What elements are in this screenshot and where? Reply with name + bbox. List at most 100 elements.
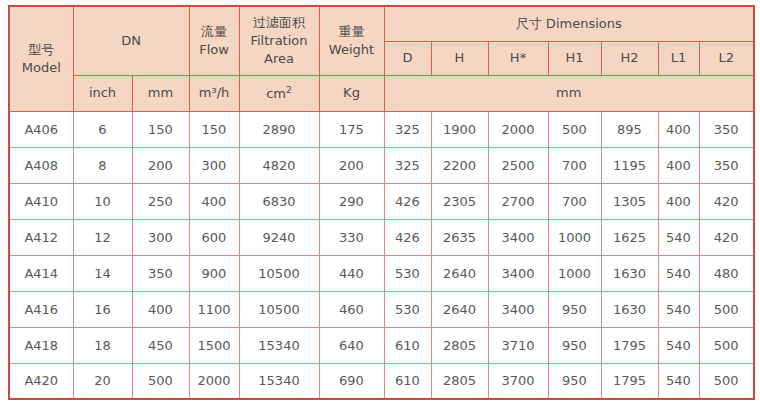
header-weight: 重量 Weight [319, 6, 384, 75]
cell-area: 9240 [239, 219, 319, 255]
header-dim-hstar: H* [488, 41, 548, 75]
cell-dim-hstar: 3700 [488, 363, 548, 399]
cell-dn-mm: 300 [132, 219, 189, 255]
table-row: A418 18 450 1500 15340 640 610 2805 3710… [9, 327, 754, 363]
cell-area: 6830 [239, 183, 319, 219]
table-row: A416 16 400 1100 10500 460 530 2640 3400… [9, 291, 754, 327]
cell-dim-d: 426 [384, 183, 431, 219]
cell-dn-inch: 20 [73, 363, 132, 399]
cell-dim-h2: 1625 [601, 219, 658, 255]
cell-dn-inch: 18 [73, 327, 132, 363]
header-dn: DN [73, 6, 189, 75]
header-dim-h: H [431, 41, 488, 75]
unit-mm: mm [132, 75, 189, 111]
cell-dim-l1: 400 [658, 147, 699, 183]
cell-dim-h1: 500 [548, 111, 601, 147]
filter-spec-table: 型号 Model DN 流量 Flow 过滤面积 Filtration Area… [8, 5, 755, 400]
table-row: A414 14 350 900 10500 440 530 2640 3400 … [9, 255, 754, 291]
header-filtration-area: 过滤面积 Filtration Area [239, 6, 319, 75]
header-row-units: inch mm m³/h cm2 Kg mm [9, 75, 754, 111]
cell-area: 4820 [239, 147, 319, 183]
table-row: A410 10 250 400 6830 290 426 2305 2700 7… [9, 183, 754, 219]
table-body: A406 6 150 150 2890 175 325 1900 2000 50… [9, 111, 754, 399]
cell-flow: 2000 [189, 363, 239, 399]
cell-dim-h1: 700 [548, 183, 601, 219]
cell-area: 2890 [239, 111, 319, 147]
cell-dn-mm: 350 [132, 255, 189, 291]
unit-dimensions: mm [384, 75, 754, 111]
cell-dim-h: 2635 [431, 219, 488, 255]
cell-dim-h2: 895 [601, 111, 658, 147]
header-flow: 流量 Flow [189, 6, 239, 75]
cell-weight: 690 [319, 363, 384, 399]
unit-inch: inch [73, 75, 132, 111]
cell-dn-mm: 450 [132, 327, 189, 363]
cell-weight: 330 [319, 219, 384, 255]
cell-dn-inch: 14 [73, 255, 132, 291]
cell-dn-mm: 400 [132, 291, 189, 327]
cell-dim-h: 2305 [431, 183, 488, 219]
cell-dim-h2: 1305 [601, 183, 658, 219]
cell-dim-d: 325 [384, 111, 431, 147]
cell-dn-mm: 250 [132, 183, 189, 219]
cell-dim-l1: 540 [658, 363, 699, 399]
cell-dim-l1: 540 [658, 219, 699, 255]
cell-area: 10500 [239, 291, 319, 327]
cell-dim-h1: 950 [548, 291, 601, 327]
cell-dn-mm: 500 [132, 363, 189, 399]
cell-area: 10500 [239, 255, 319, 291]
cell-dim-l2: 500 [699, 291, 754, 327]
cell-weight: 640 [319, 327, 384, 363]
cell-dim-h: 2805 [431, 327, 488, 363]
cell-model: A406 [9, 111, 73, 147]
cell-dim-l1: 400 [658, 111, 699, 147]
unit-flow: m³/h [189, 75, 239, 111]
unit-area-sup: 2 [286, 85, 292, 95]
cell-dn-inch: 6 [73, 111, 132, 147]
cell-dn-inch: 8 [73, 147, 132, 183]
cell-dim-h: 1900 [431, 111, 488, 147]
cell-dn-inch: 16 [73, 291, 132, 327]
cell-dim-l2: 350 [699, 147, 754, 183]
cell-flow: 600 [189, 219, 239, 255]
header-dim-d: D [384, 41, 431, 75]
cell-dim-hstar: 2000 [488, 111, 548, 147]
cell-weight: 290 [319, 183, 384, 219]
cell-weight: 175 [319, 111, 384, 147]
cell-model: A410 [9, 183, 73, 219]
table-row: A420 20 500 2000 15340 690 610 2805 3700… [9, 363, 754, 399]
cell-dim-hstar: 2500 [488, 147, 548, 183]
cell-dim-h2: 1630 [601, 255, 658, 291]
cell-dim-hstar: 2700 [488, 183, 548, 219]
cell-dim-l2: 420 [699, 183, 754, 219]
header-dimensions: 尺寸 Dimensions [384, 6, 754, 41]
cell-area: 15340 [239, 327, 319, 363]
cell-dim-h1: 950 [548, 327, 601, 363]
cell-dim-l2: 500 [699, 363, 754, 399]
cell-model: A416 [9, 291, 73, 327]
cell-area: 15340 [239, 363, 319, 399]
cell-model: A408 [9, 147, 73, 183]
cell-flow: 400 [189, 183, 239, 219]
table-row: A408 8 200 300 4820 200 325 2200 2500 70… [9, 147, 754, 183]
cell-dim-l1: 540 [658, 327, 699, 363]
cell-dim-h1: 1000 [548, 255, 601, 291]
cell-dim-l1: 540 [658, 291, 699, 327]
cell-dim-h1: 1000 [548, 219, 601, 255]
cell-dim-d: 325 [384, 147, 431, 183]
cell-dim-h2: 1195 [601, 147, 658, 183]
cell-dim-h: 2805 [431, 363, 488, 399]
cell-dim-h1: 950 [548, 363, 601, 399]
cell-dim-h: 2640 [431, 291, 488, 327]
cell-dim-d: 530 [384, 255, 431, 291]
header-dim-l1: L1 [658, 41, 699, 75]
cell-dim-h2: 1630 [601, 291, 658, 327]
cell-dn-inch: 12 [73, 219, 132, 255]
cell-flow: 900 [189, 255, 239, 291]
cell-dim-hstar: 3400 [488, 255, 548, 291]
cell-weight: 440 [319, 255, 384, 291]
header-row-main: 型号 Model DN 流量 Flow 过滤面积 Filtration Area… [9, 6, 754, 41]
header-dim-l2: L2 [699, 41, 754, 75]
header-dim-h2: H2 [601, 41, 658, 75]
cell-dim-l2: 350 [699, 111, 754, 147]
